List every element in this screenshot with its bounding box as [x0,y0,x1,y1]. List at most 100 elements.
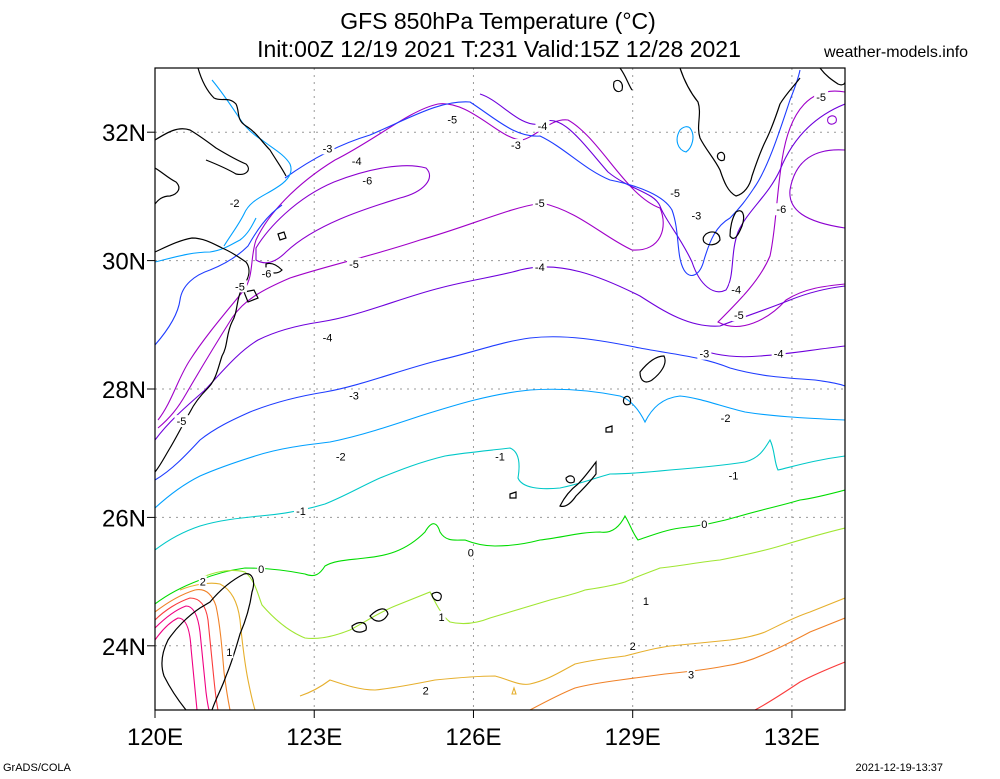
island-yakushima [702,231,721,246]
contour-label-bg [347,257,362,270]
contour-label-bg [628,639,637,652]
contour-label-bg [641,594,650,607]
footer-timestamp: 2021-12-19-13:37 [855,762,943,774]
contour-label: 1 [643,596,649,608]
contour-label-bg [774,203,789,216]
contour-label-bg [726,469,741,482]
contour-4b [754,661,845,710]
island-korea [619,68,633,91]
contour-label-bg [360,174,375,187]
contour-label: -3 [511,140,521,152]
island-small-2 [243,289,259,303]
contour-label: -1 [729,471,739,483]
contour-label: 1 [226,647,232,659]
gridlines [154,68,845,710]
contour-m4b [479,93,845,293]
contour-m5 [157,103,664,429]
contour-label: -6 [776,204,786,216]
contour-label: -4 [731,284,741,296]
island-koshiki [716,151,726,162]
contour-label-bg [532,196,547,209]
contour-label-bg [689,209,704,222]
island-tanegashima [729,210,745,239]
contour-m2 [155,388,845,509]
contour-label-bg [771,347,786,360]
contour-label: -1 [296,506,306,518]
contour-label: -4 [535,262,545,274]
chart-subtitle: Init:00Z 12/19 2021 T:231 Valid:15Z 12/2… [257,36,741,62]
contour-label: -3 [349,390,359,402]
coast-jiangsu [155,167,180,205]
contour-label-bg [257,562,266,575]
contour-label-bg [320,142,335,155]
contour-label-bg [320,331,335,344]
island-small-1 [277,231,287,241]
contour-m4c [699,345,845,358]
contour-label: -4 [774,349,784,361]
contour-label: 1 [439,612,445,624]
contour-m3b [284,69,801,276]
contour-label: -5 [816,92,826,104]
contour-label: -2 [230,198,240,210]
contour-m6c [827,115,837,125]
lat-tick-label: 28N [102,377,146,404]
lon-tick-label: 123E [286,724,342,751]
contour-label: 3 [688,670,694,682]
island-small-4 [605,425,613,433]
contour-label: -2 [336,451,346,463]
contour-label-bg [466,546,475,559]
contour-label-bg [225,646,234,659]
chart-title: GFS 850hPa Temperature (°C) [340,8,656,34]
coast-china-north [197,68,287,177]
contour-label: 2 [630,641,636,653]
contour-2c [511,686,517,695]
contour-m2d [676,126,694,153]
contour-label-bg [333,450,348,463]
island-yonaguni [351,621,367,633]
contour-label-bg [445,113,460,126]
contour-label-bg [259,267,274,280]
island-okinawa [559,460,597,507]
contour-label: -5 [535,198,545,210]
contour-label-bg [700,517,709,530]
contour-5b [155,617,198,710]
contour-label: -5 [734,310,744,322]
lon-tick-label: 126E [445,724,501,751]
contour-label-bg [227,196,242,209]
island-okinawa-2 [565,475,575,484]
contour-2 [179,582,256,710]
contour-label-bg [293,504,308,517]
contour-m3c [155,204,283,346]
contour-label: -5 [670,188,680,200]
contour-label-bg [687,668,696,681]
contour-label: 2 [423,686,429,698]
contour-label-bg [532,261,547,274]
contour-label: -3 [699,349,709,361]
contour-label-bg [535,119,550,132]
contour-label-bg [814,90,829,103]
contour-m3 [155,336,845,481]
contour-label-bg [421,684,430,697]
lon-tick-label: 129E [605,724,661,751]
contour-label-bg [493,450,507,463]
contour-label: -1 [495,451,505,463]
site-credit: weather-models.info [824,44,969,61]
coast-yangtze [155,128,249,175]
contour-m1 [155,438,845,551]
contour-m2c [211,79,292,247]
contour-label-bg [232,280,247,293]
contour-label: 0 [258,564,264,576]
contour-label: -5 [177,416,187,428]
contour-label: -5 [235,281,245,293]
lat-tick-label: 32N [102,120,146,147]
contour-label-bg [668,187,683,200]
contour-label: -4 [323,333,333,345]
contour-label: -3 [323,143,333,155]
contour-label: 0 [701,519,707,531]
contour-label: 0 [468,548,474,560]
island-ishigaki [369,608,389,622]
island-amami [639,355,666,383]
contour-label-bg [697,347,712,360]
